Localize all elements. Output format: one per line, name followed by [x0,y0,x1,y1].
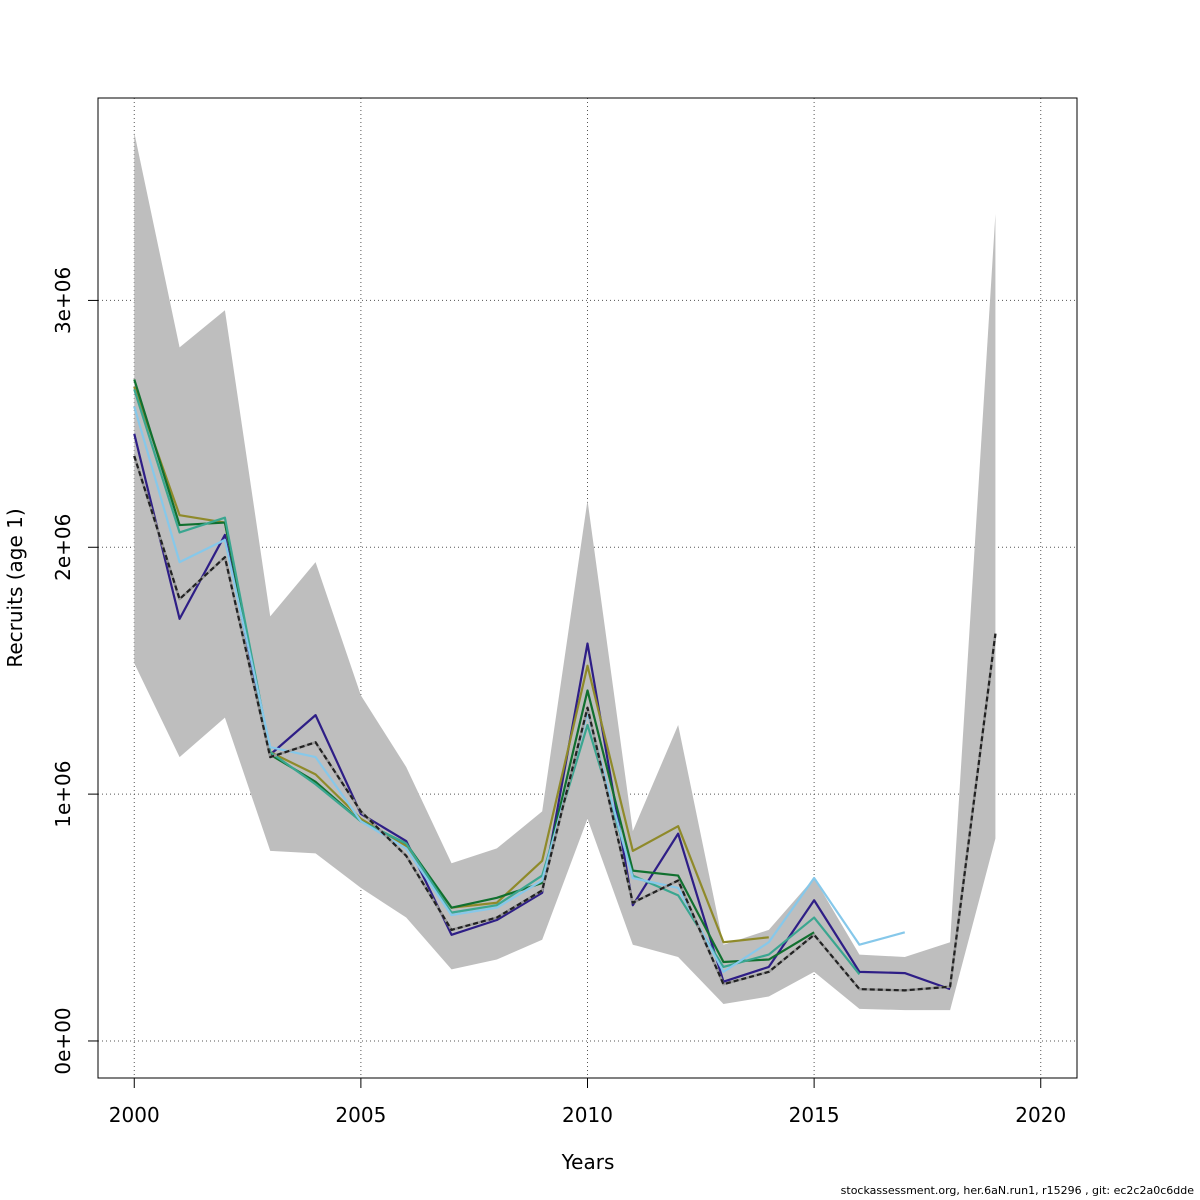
y-tick-label: 0e+00 [51,1007,75,1074]
series-layer [133,379,997,992]
y-tick-label: 2e+06 [51,514,75,581]
footer-credit: stockassessment.org, her.6aN.run1, r1529… [840,1184,1194,1197]
series-line-base [133,455,997,992]
y-tick-label: 1e+06 [51,760,75,827]
x-tick-label: 2010 [562,1103,613,1127]
x-tick-label: 2005 [335,1103,386,1127]
confidence-band-layer [134,132,996,1011]
x-tick-label: 2000 [109,1103,160,1127]
x-tick-label: 2015 [789,1103,840,1127]
x-axis-title: Years [561,1150,615,1174]
y-axis-title: Recruits (age 1) [3,508,27,667]
series-line-sky [133,406,906,973]
y-tick-label: 3e+06 [51,267,75,334]
axes: 2000 2005 2010 2015 2020 0e+00 1e+06 2e+06 3e+06 [51,267,1066,1127]
x-tick-label: 2020 [1015,1103,1066,1127]
confidence-band [134,132,996,1011]
